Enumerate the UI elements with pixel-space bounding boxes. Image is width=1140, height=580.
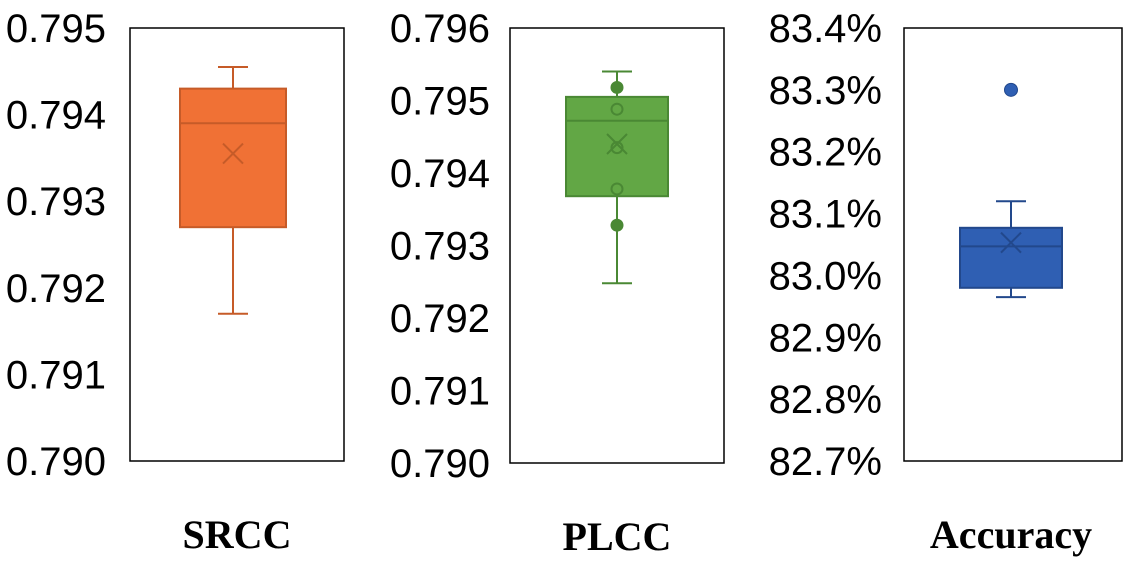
accuracy-y-tick-label: 83.2% (769, 131, 882, 175)
plcc-y-tick-label: 0.796 (390, 7, 490, 51)
panel-accuracy: 82.7% 82.8% 82.9% 83.0% 83.1% 83.2% 83.3% 83.4%… (769, 7, 1123, 557)
plcc-data-point (610, 182, 624, 196)
accuracy-y-tick-label: 82.9% (769, 316, 882, 360)
plcc-data-point (610, 141, 624, 155)
srcc-mean-marker (222, 142, 244, 165)
srcc-y-tick-label: 0.794 (6, 94, 106, 138)
srcc-y-tick-label: 0.792 (6, 267, 106, 311)
plcc-box (565, 95, 669, 198)
plcc-plot-frame (509, 27, 725, 464)
accuracy-plot-frame (903, 27, 1123, 462)
plcc-y-tick-label: 0.791 (390, 370, 490, 414)
srcc-y-tick-label: 0.790 (6, 440, 106, 484)
plcc-y-tick-label: 0.794 (390, 152, 490, 196)
accuracy-y-tick-label: 83.0% (769, 254, 882, 298)
plcc-data-point (610, 80, 624, 94)
accuracy-x-axis-label: Accuracy (930, 512, 1092, 557)
srcc-y-tick-label: 0.791 (6, 353, 106, 397)
accuracy-mean-marker (1000, 231, 1022, 254)
accuracy-box (959, 226, 1063, 289)
panel-plcc: 0.790 0.791 0.792 0.793 0.794 0.795 0.796 PLCC (390, 7, 725, 559)
srcc-y-tick-label: 0.795 (6, 7, 106, 51)
srcc-box (179, 87, 287, 229)
accuracy-y-tick-label: 83.1% (769, 193, 882, 237)
panel-srcc: 0.790 0.791 0.792 0.793 0.794 0.795 SRCC (6, 7, 345, 557)
srcc-y-tick-label: 0.793 (6, 180, 106, 224)
accuracy-y-tick-label: 83.4% (769, 7, 882, 51)
srcc-plot-frame (129, 27, 345, 462)
plcc-x-axis-label: PLCC (563, 514, 672, 559)
plcc-data-point (610, 102, 624, 116)
plcc-y-tick-label: 0.793 (390, 225, 490, 269)
accuracy-y-tick-label: 82.7% (769, 440, 882, 484)
plcc-mean-marker (606, 133, 628, 155)
srcc-x-axis-label: SRCC (183, 512, 292, 557)
plcc-y-tick-label: 0.795 (390, 80, 490, 124)
plcc-y-tick-label: 0.792 (390, 297, 490, 341)
accuracy-y-tick-label: 83.3% (769, 69, 882, 113)
accuracy-outlier-point (1004, 82, 1018, 97)
plcc-y-tick-label: 0.790 (390, 442, 490, 486)
plcc-data-point (610, 218, 624, 232)
accuracy-y-tick-label: 82.8% (769, 378, 882, 422)
